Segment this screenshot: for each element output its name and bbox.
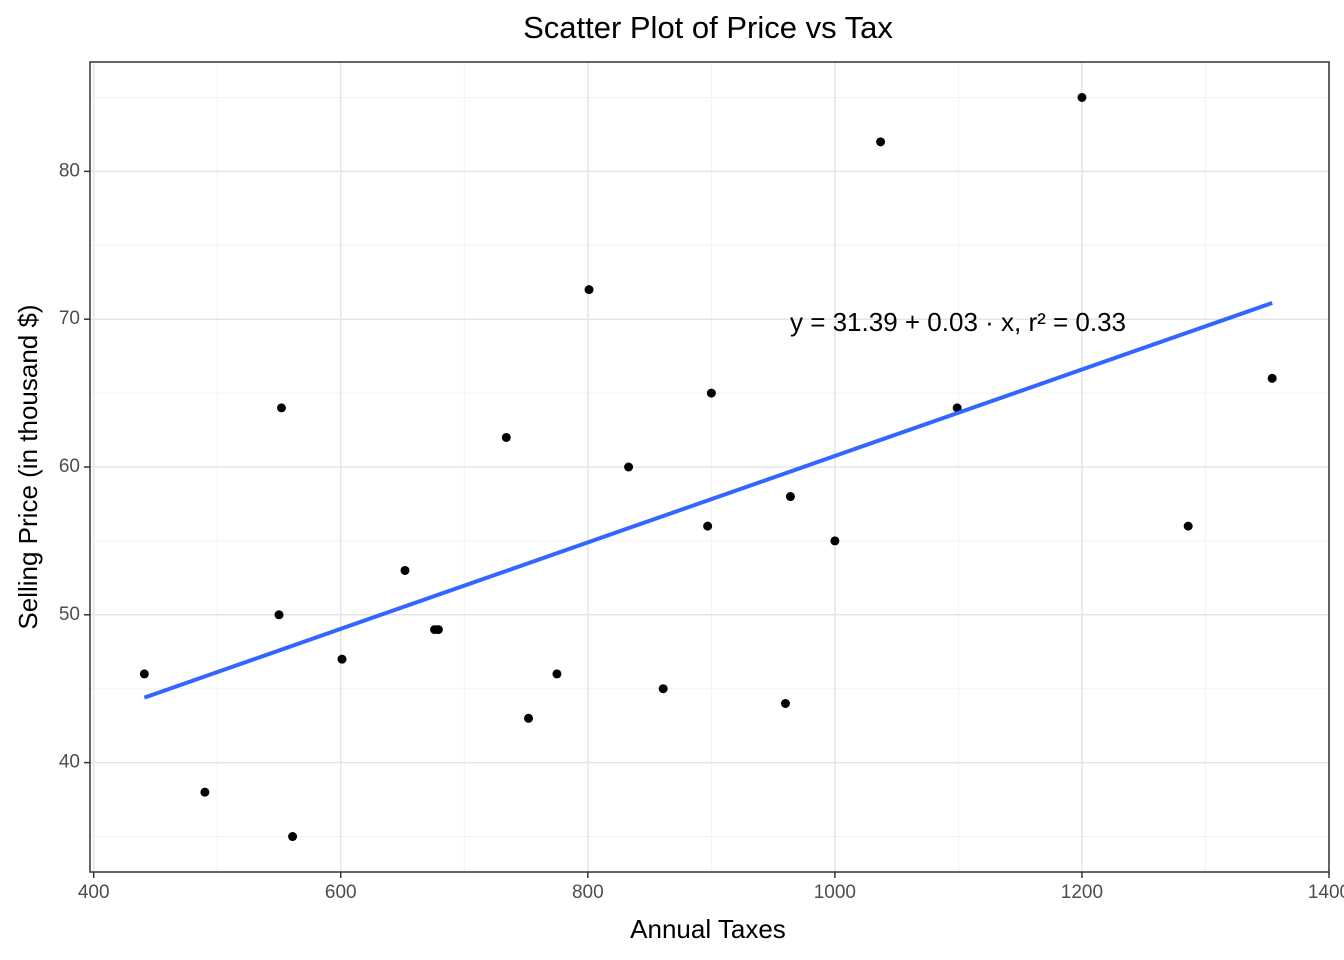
x-axis-label: Annual Taxes <box>630 914 786 944</box>
point <box>706 388 716 398</box>
point <box>139 669 149 679</box>
point <box>400 565 410 575</box>
point <box>785 492 795 502</box>
annotation: y = 31.39 + 0.03 · x, r² = 0.33 <box>790 307 1126 337</box>
panel-border <box>89 61 1330 873</box>
point <box>200 787 210 797</box>
point <box>830 536 840 546</box>
point <box>433 625 443 635</box>
point <box>703 521 713 531</box>
regression-line <box>143 301 1273 700</box>
point <box>658 684 668 694</box>
y-tick-label: 80 <box>59 160 80 181</box>
point <box>274 610 284 620</box>
x-tick-label: 800 <box>572 882 604 903</box>
point <box>501 432 511 442</box>
x-tick-label: 1400 <box>1308 882 1344 903</box>
x-tick-label: 600 <box>325 882 357 903</box>
y-tick-label: 70 <box>59 308 80 329</box>
point <box>337 654 347 664</box>
x-tick-label: 1000 <box>814 882 856 903</box>
point <box>1077 92 1087 102</box>
x-tick-label: 1200 <box>1061 882 1103 903</box>
point <box>624 462 634 472</box>
point <box>584 285 594 295</box>
point <box>1183 521 1193 531</box>
point <box>952 403 962 413</box>
y-axis-label: Selling Price (in thousand $) <box>13 304 43 629</box>
chart-title: Scatter Plot of Price vs Tax <box>523 10 893 45</box>
point <box>552 669 562 679</box>
x-tick-label: 400 <box>78 882 110 903</box>
point <box>288 832 298 842</box>
point <box>876 137 886 147</box>
point <box>1267 373 1277 383</box>
y-tick-label: 40 <box>59 752 80 773</box>
point <box>780 698 790 708</box>
y-tick-label: 60 <box>59 456 80 477</box>
point <box>524 713 534 723</box>
point <box>276 403 286 413</box>
y-tick-label: 50 <box>59 604 80 625</box>
